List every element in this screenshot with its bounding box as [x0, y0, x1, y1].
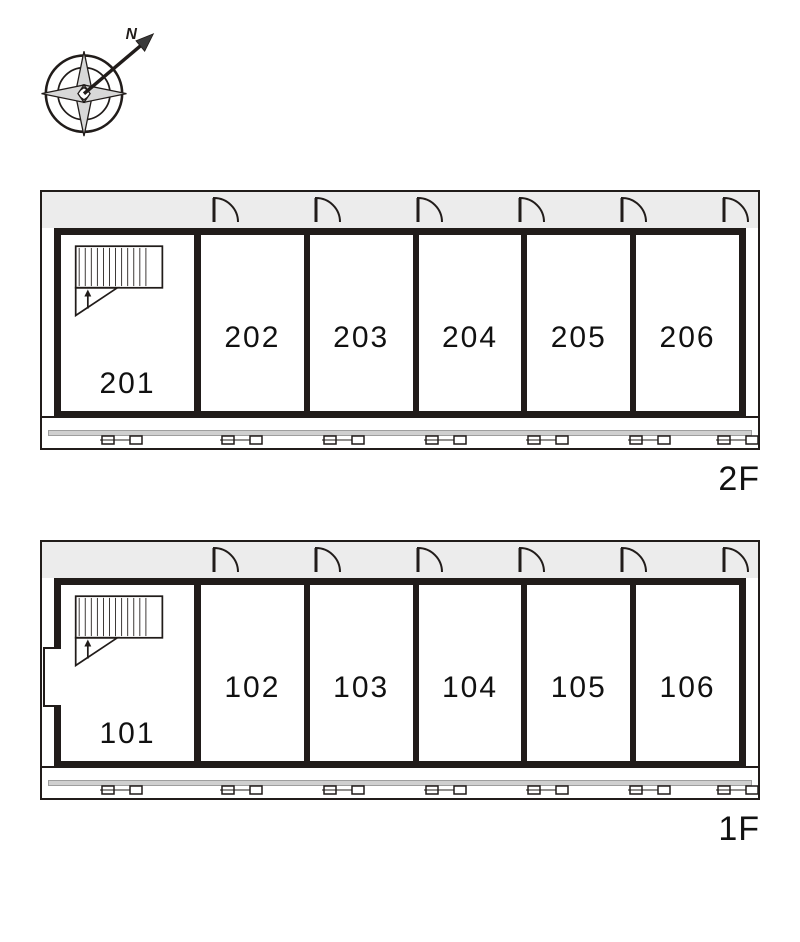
stairs-icon — [69, 241, 176, 319]
unit-cell: 206 — [636, 235, 739, 411]
building-wall: 101 102 103 104 105 106 — [54, 578, 746, 768]
door-icon — [210, 192, 242, 224]
balcony-bracket-icon — [424, 434, 468, 446]
balcony-bracket-icon — [716, 434, 760, 446]
floor-plan: 201 202 203 204 205 206 — [40, 190, 760, 450]
floor-f1: 101 102 103 104 105 106 — [40, 540, 760, 800]
door-icon — [210, 542, 242, 574]
door-icon — [720, 192, 752, 224]
balcony-bracket-icon — [100, 784, 144, 796]
unit-cell: 202 — [201, 235, 310, 411]
entry-notch — [43, 647, 61, 707]
unit-label: 102 — [224, 641, 280, 705]
door-icon — [618, 542, 650, 574]
unit-label: 206 — [660, 291, 716, 355]
door-icon — [618, 192, 650, 224]
floor-plan: 101 102 103 104 105 106 — [40, 540, 760, 800]
unit-label: 106 — [660, 641, 716, 705]
balcony-bracket-icon — [526, 784, 570, 796]
stairwell: 201 — [61, 235, 201, 411]
unit-cell: 106 — [636, 585, 739, 761]
unit-cell: 205 — [527, 235, 636, 411]
balcony-bracket-icon — [100, 434, 144, 446]
balcony-bracket-icon — [526, 434, 570, 446]
door-icon — [414, 192, 446, 224]
balcony-bracket-icon — [628, 784, 672, 796]
floor-f2: 201 202 203 204 205 206 — [40, 190, 760, 450]
door-icon — [516, 192, 548, 224]
building-wall: 201 202 203 204 205 206 — [54, 228, 746, 418]
unit-cell: 102 — [201, 585, 310, 761]
unit-label: 203 — [333, 291, 389, 355]
unit-cell: 204 — [419, 235, 528, 411]
stairwell: 101 — [61, 585, 201, 761]
balcony-bracket-icon — [628, 434, 672, 446]
units-row: 102 103 104 105 106 — [201, 585, 739, 761]
floor-label: 1F — [718, 810, 760, 849]
balcony-bracket-icon — [322, 434, 366, 446]
door-icon — [312, 542, 344, 574]
corridor — [42, 542, 758, 578]
door-icon — [414, 542, 446, 574]
unit-cell: 203 — [310, 235, 419, 411]
door-icon — [720, 542, 752, 574]
unit-label: 205 — [551, 291, 607, 355]
door-icon — [312, 192, 344, 224]
balcony-bracket-icon — [322, 784, 366, 796]
corridor — [42, 192, 758, 228]
stairs-icon — [69, 591, 176, 669]
floor-label: 2F — [718, 460, 760, 499]
balcony-bracket-icon — [220, 434, 264, 446]
balcony-bracket-icon — [220, 784, 264, 796]
units-row: 202 203 204 205 206 — [201, 235, 739, 411]
compass-icon: N — [32, 20, 162, 150]
unit-label: 201 — [61, 367, 194, 401]
unit-cell: 105 — [527, 585, 636, 761]
unit-label: 103 — [333, 641, 389, 705]
unit-label: 105 — [551, 641, 607, 705]
unit-label: 204 — [442, 291, 498, 355]
unit-label: 101 — [61, 717, 194, 751]
balcony-bracket-icon — [716, 784, 760, 796]
balcony-bracket-icon — [424, 784, 468, 796]
door-icon — [516, 542, 548, 574]
unit-cell: 104 — [419, 585, 528, 761]
unit-cell: 103 — [310, 585, 419, 761]
unit-label: 104 — [442, 641, 498, 705]
unit-label: 202 — [224, 291, 280, 355]
compass-n-label: N — [126, 26, 138, 43]
